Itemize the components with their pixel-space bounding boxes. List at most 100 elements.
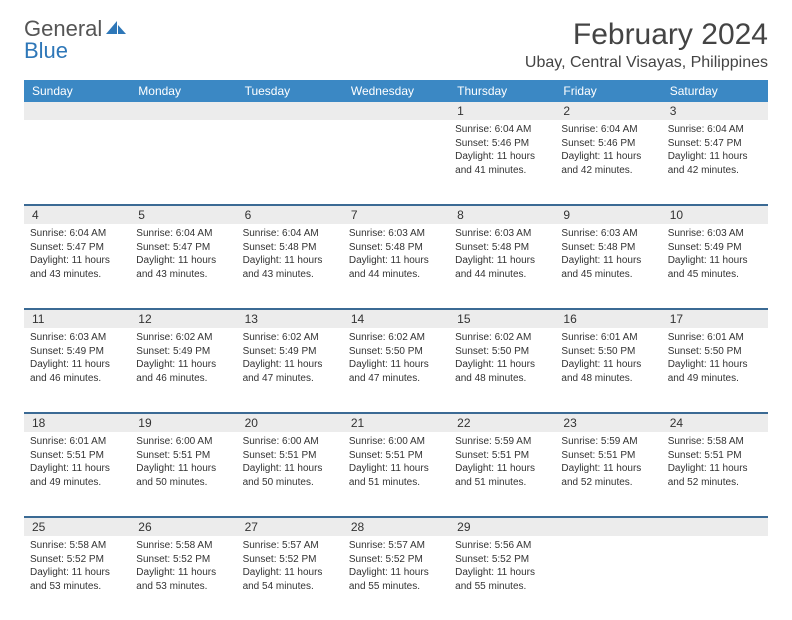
daylight1-text: Daylight: 11 hours [30, 462, 124, 476]
calendar-cell: Sunrise: 6:03 AMSunset: 5:48 PMDaylight:… [343, 224, 449, 308]
daylight2-text: and 47 minutes. [243, 372, 337, 386]
calendar-cell [555, 536, 661, 620]
daylight1-text: Daylight: 11 hours [455, 566, 549, 580]
sunrise-text: Sunrise: 5:58 AM [30, 539, 124, 553]
calendar-cell: Sunrise: 6:03 AMSunset: 5:48 PMDaylight:… [449, 224, 555, 308]
daylight1-text: Daylight: 11 hours [455, 358, 549, 372]
day-number: 5 [130, 206, 236, 224]
sunset-text: Sunset: 5:52 PM [30, 553, 124, 567]
daylight1-text: Daylight: 11 hours [561, 150, 655, 164]
daylight2-text: and 44 minutes. [349, 268, 443, 282]
calendar-cell: Sunrise: 6:00 AMSunset: 5:51 PMDaylight:… [237, 432, 343, 516]
sunset-text: Sunset: 5:46 PM [455, 137, 549, 151]
daylight2-text: and 45 minutes. [668, 268, 762, 282]
day-number: 15 [449, 310, 555, 328]
sunset-text: Sunset: 5:50 PM [668, 345, 762, 359]
daylight2-text: and 46 minutes. [136, 372, 230, 386]
day-number [130, 102, 236, 120]
day-number: 9 [555, 206, 661, 224]
day-number: 17 [662, 310, 768, 328]
calendar-cell: Sunrise: 5:59 AMSunset: 5:51 PMDaylight:… [555, 432, 661, 516]
calendar-cell: Sunrise: 6:04 AMSunset: 5:47 PMDaylight:… [130, 224, 236, 308]
daylight2-text: and 49 minutes. [30, 476, 124, 490]
sunset-text: Sunset: 5:46 PM [561, 137, 655, 151]
daylight1-text: Daylight: 11 hours [349, 358, 443, 372]
sunrise-text: Sunrise: 6:04 AM [30, 227, 124, 241]
daylight2-text: and 45 minutes. [561, 268, 655, 282]
sunset-text: Sunset: 5:47 PM [668, 137, 762, 151]
daylight2-text: and 48 minutes. [561, 372, 655, 386]
sunset-text: Sunset: 5:51 PM [30, 449, 124, 463]
calendar-cell [662, 536, 768, 620]
day-number: 12 [130, 310, 236, 328]
daylight1-text: Daylight: 11 hours [349, 566, 443, 580]
daylight1-text: Daylight: 11 hours [668, 150, 762, 164]
daynum-row: 45678910 [24, 204, 768, 224]
daylight2-text: and 51 minutes. [455, 476, 549, 490]
sunset-text: Sunset: 5:48 PM [561, 241, 655, 255]
day-header: Wednesday [343, 80, 449, 102]
sunrise-text: Sunrise: 6:04 AM [668, 123, 762, 137]
calendar-cell [237, 120, 343, 204]
day-header: Sunday [24, 80, 130, 102]
calendar-cell: Sunrise: 5:56 AMSunset: 5:52 PMDaylight:… [449, 536, 555, 620]
weeks-container: 123Sunrise: 6:04 AMSunset: 5:46 PMDaylig… [24, 102, 768, 620]
daylight2-text: and 50 minutes. [136, 476, 230, 490]
daylight1-text: Daylight: 11 hours [668, 358, 762, 372]
daylight2-text: and 47 minutes. [349, 372, 443, 386]
day-number: 16 [555, 310, 661, 328]
sunset-text: Sunset: 5:52 PM [136, 553, 230, 567]
daylight2-text: and 54 minutes. [243, 580, 337, 594]
day-number: 24 [662, 414, 768, 432]
week-row: Sunrise: 5:58 AMSunset: 5:52 PMDaylight:… [24, 536, 768, 620]
daylight1-text: Daylight: 11 hours [349, 462, 443, 476]
daylight2-text: and 49 minutes. [668, 372, 762, 386]
sunrise-text: Sunrise: 6:03 AM [561, 227, 655, 241]
day-number [343, 102, 449, 120]
daylight1-text: Daylight: 11 hours [455, 150, 549, 164]
sunrise-text: Sunrise: 6:00 AM [349, 435, 443, 449]
sunset-text: Sunset: 5:48 PM [455, 241, 549, 255]
day-number: 25 [24, 518, 130, 536]
day-header: Monday [130, 80, 236, 102]
daylight2-text: and 41 minutes. [455, 164, 549, 178]
daylight2-text: and 52 minutes. [561, 476, 655, 490]
calendar-cell: Sunrise: 6:00 AMSunset: 5:51 PMDaylight:… [130, 432, 236, 516]
sunrise-text: Sunrise: 6:01 AM [668, 331, 762, 345]
day-number: 4 [24, 206, 130, 224]
sunrise-text: Sunrise: 5:59 AM [561, 435, 655, 449]
sunrise-text: Sunrise: 6:00 AM [243, 435, 337, 449]
daylight1-text: Daylight: 11 hours [30, 566, 124, 580]
calendar-cell: Sunrise: 5:57 AMSunset: 5:52 PMDaylight:… [237, 536, 343, 620]
week-row: Sunrise: 6:04 AMSunset: 5:46 PMDaylight:… [24, 120, 768, 204]
sunrise-text: Sunrise: 6:04 AM [243, 227, 337, 241]
title-block: February 2024 Ubay, Central Visayas, Phi… [525, 18, 768, 72]
sunrise-text: Sunrise: 6:04 AM [561, 123, 655, 137]
sunset-text: Sunset: 5:51 PM [243, 449, 337, 463]
calendar-cell: Sunrise: 6:04 AMSunset: 5:46 PMDaylight:… [555, 120, 661, 204]
sunrise-text: Sunrise: 6:02 AM [455, 331, 549, 345]
calendar-cell: Sunrise: 6:04 AMSunset: 5:47 PMDaylight:… [24, 224, 130, 308]
day-number: 28 [343, 518, 449, 536]
day-header: Tuesday [237, 80, 343, 102]
calendar-cell: Sunrise: 5:58 AMSunset: 5:52 PMDaylight:… [130, 536, 236, 620]
sunset-text: Sunset: 5:52 PM [349, 553, 443, 567]
day-number: 27 [237, 518, 343, 536]
sunset-text: Sunset: 5:51 PM [561, 449, 655, 463]
daylight1-text: Daylight: 11 hours [455, 254, 549, 268]
sunrise-text: Sunrise: 5:59 AM [455, 435, 549, 449]
day-number: 21 [343, 414, 449, 432]
sunrise-text: Sunrise: 5:58 AM [136, 539, 230, 553]
daylight1-text: Daylight: 11 hours [561, 358, 655, 372]
sunset-text: Sunset: 5:52 PM [243, 553, 337, 567]
day-number: 19 [130, 414, 236, 432]
calendar-cell: Sunrise: 5:57 AMSunset: 5:52 PMDaylight:… [343, 536, 449, 620]
calendar-cell: Sunrise: 6:02 AMSunset: 5:49 PMDaylight:… [130, 328, 236, 412]
daylight2-text: and 43 minutes. [136, 268, 230, 282]
day-number: 13 [237, 310, 343, 328]
calendar-cell: Sunrise: 6:01 AMSunset: 5:51 PMDaylight:… [24, 432, 130, 516]
day-number: 18 [24, 414, 130, 432]
week-row: Sunrise: 6:04 AMSunset: 5:47 PMDaylight:… [24, 224, 768, 308]
day-number [24, 102, 130, 120]
month-title: February 2024 [525, 18, 768, 52]
